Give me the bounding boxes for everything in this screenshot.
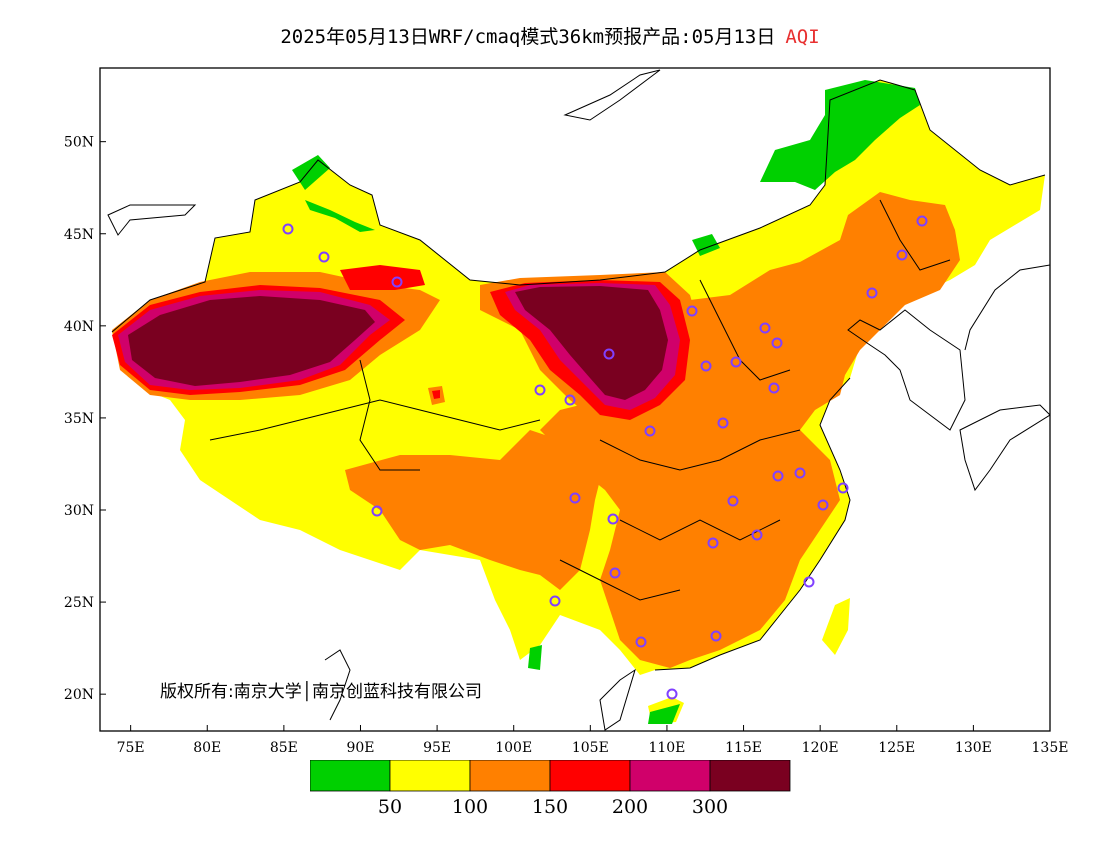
green-south bbox=[528, 645, 542, 670]
legend-threshold-label: 100 bbox=[452, 796, 488, 818]
lat-tick-label: 25N bbox=[64, 595, 94, 611]
lat-tick-label: 20N bbox=[64, 687, 94, 703]
lon-tick-label: 85E bbox=[270, 740, 298, 756]
hotspot-qinghai-red bbox=[432, 390, 440, 399]
title-text: 2025年05月13日WRF/cmaq模式36km预报产品:05月13日 bbox=[280, 26, 776, 48]
maroon-north-desert bbox=[515, 286, 668, 400]
latitude-axis: 20N 25N 30N 35N 40N 45N 50N bbox=[64, 135, 106, 703]
copyright-text: 版权所有:南京大学│南京创蓝科技有限公司 bbox=[160, 681, 482, 702]
legend-color-bar bbox=[310, 760, 791, 792]
lon-tick-label: 90E bbox=[346, 740, 374, 756]
green-northwest bbox=[305, 200, 375, 232]
lat-tick-label: 35N bbox=[64, 411, 94, 427]
legend-threshold-label: 200 bbox=[612, 796, 648, 818]
legend-swatch bbox=[469, 760, 551, 792]
lon-tick-label: 100E bbox=[495, 740, 532, 756]
legend-swatch bbox=[389, 760, 471, 792]
lon-tick-label: 110E bbox=[648, 740, 685, 756]
green-northeast bbox=[760, 80, 920, 190]
longitude-axis: 75E 80E 85E 90E 95E 100E 105E 110E 115E 120E 125E 1… bbox=[117, 725, 1069, 756]
lon-tick-label: 105E bbox=[572, 740, 609, 756]
taiwan-island bbox=[822, 598, 850, 655]
maroon-tarim-basin bbox=[128, 296, 375, 386]
title-variable: AQI bbox=[785, 26, 820, 48]
legend-labels: 50 100 150 200 300 bbox=[378, 796, 728, 818]
lat-tick-label: 45N bbox=[64, 227, 94, 243]
lon-tick-label: 75E bbox=[117, 740, 145, 756]
legend-swatch bbox=[310, 760, 391, 792]
lat-tick-label: 30N bbox=[64, 503, 94, 519]
legend-swatch bbox=[709, 760, 791, 792]
monitoring-stations bbox=[282, 215, 928, 700]
lat-tick-label: 40N bbox=[64, 319, 94, 335]
aqi-map: 75E 80E 85E 90E 95E 100E 105E 110E 115E 120E 125E 1… bbox=[64, 67, 1069, 756]
plot-frame bbox=[99, 67, 1051, 732]
red-turpan bbox=[340, 265, 425, 290]
lon-tick-label: 120E bbox=[802, 740, 839, 756]
lon-tick-label: 130E bbox=[955, 740, 992, 756]
legend-swatch bbox=[629, 760, 711, 792]
lon-tick-label: 95E bbox=[423, 740, 451, 756]
legend-threshold-label: 150 bbox=[532, 796, 568, 818]
lon-tick-label: 80E bbox=[193, 740, 221, 756]
green-hainan bbox=[648, 704, 680, 724]
orange-central bbox=[640, 500, 700, 620]
map-fill bbox=[107, 69, 1050, 731]
green-northwest-2 bbox=[292, 155, 330, 190]
chart-title: 2025年05月13日WRF/cmaq模式36km预报产品:05月13日 AQI bbox=[0, 22, 1100, 49]
color-legend: 50 100 150 200 300 bbox=[310, 760, 791, 818]
lon-tick-label: 135E bbox=[1032, 740, 1069, 756]
legend-threshold-label: 300 bbox=[692, 796, 728, 818]
lat-tick-label: 50N bbox=[64, 135, 94, 151]
legend-swatch bbox=[549, 760, 631, 792]
legend-threshold-label: 50 bbox=[378, 796, 402, 818]
lon-tick-label: 115E bbox=[725, 740, 762, 756]
lon-tick-label: 125E bbox=[878, 740, 915, 756]
